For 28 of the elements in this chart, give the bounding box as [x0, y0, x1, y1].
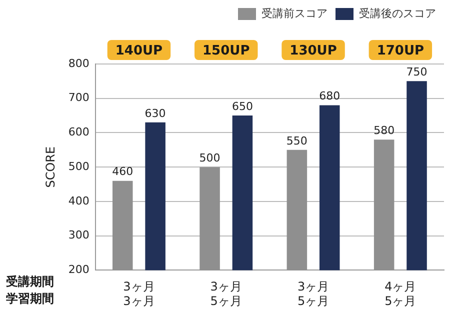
x-tick-label: 4ヶ月 5ヶ月 [384, 280, 416, 308]
y-tick-label: 300 [68, 228, 90, 242]
x-tick-label: 3ヶ月 5ヶ月 [210, 280, 242, 308]
text: 140UP [115, 43, 163, 58]
legend-label: 受講前スコア [262, 6, 328, 20]
x-tick-label: 3ヶ月 5ヶ月 [297, 280, 330, 308]
x-tick-label: 3ヶ月 3ヶ月 [123, 280, 155, 308]
y-axis-title: SCORE [43, 146, 58, 188]
y-tick-label: 800 [68, 56, 90, 70]
data-label: 500 [199, 151, 220, 164]
data-label: 580 [374, 124, 395, 137]
data-label: 650 [232, 100, 253, 113]
data-label: 550 [286, 134, 308, 148]
data-label: 460 [112, 165, 134, 178]
data-label: 630 [144, 106, 166, 120]
text: 受講期間 [5, 274, 54, 288]
y-tick-label: 700 [68, 91, 90, 104]
text: 170UP [376, 43, 424, 58]
data-label: 750 [406, 66, 428, 79]
y-tick-label: 600 [68, 126, 90, 139]
text: 150UP [202, 43, 250, 58]
legend-label: 受講後のスコア [359, 6, 436, 20]
data-label: 680 [319, 90, 340, 103]
y-tick-label: 400 [68, 194, 90, 208]
y-tick-label: 500 [68, 160, 90, 173]
text: 学習期間 [6, 291, 54, 306]
text: 130UP [290, 43, 337, 58]
y-tick-label: 200 [68, 263, 90, 276]
